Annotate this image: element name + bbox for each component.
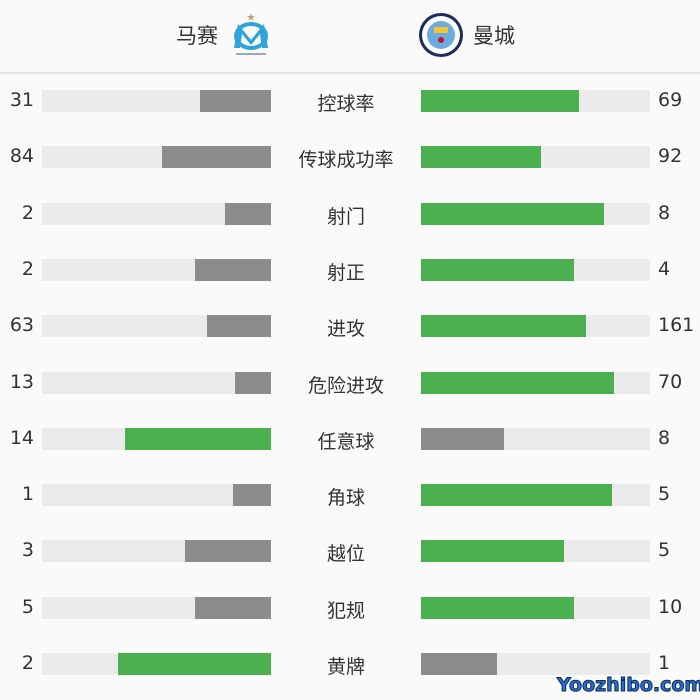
stat-row: 2 射正 4: [0, 250, 700, 290]
away-bar-fill: [421, 653, 498, 675]
stat-label: 危险进攻: [307, 374, 384, 397]
away-bar-fill: [421, 146, 541, 169]
home-bar-fill: [185, 540, 271, 563]
stat-row: 2 黄牌 1: [0, 644, 700, 684]
stat-row: 13 危险进攻 70: [0, 363, 700, 403]
away-team-name: 曼城: [473, 24, 515, 48]
away-value: 8: [658, 201, 671, 224]
home-bar: [42, 596, 271, 619]
away-value: 5: [658, 483, 671, 506]
away-value: 10: [658, 595, 683, 618]
away-bar: [421, 146, 650, 169]
stat-label: 进攻: [326, 318, 365, 341]
home-bar: [42, 371, 271, 394]
away-value: 1: [658, 652, 671, 674]
away-bar: [421, 371, 650, 394]
away-bar: [421, 202, 650, 225]
home-value: 3: [21, 539, 34, 562]
stat-label: 传球成功率: [298, 149, 394, 172]
away-value: 69: [658, 89, 683, 111]
home-bar: [42, 90, 271, 112]
away-bar-fill: [421, 427, 505, 450]
away-bar: [421, 90, 650, 112]
stat-label: 控球率: [317, 93, 375, 115]
away-bar: [421, 484, 650, 507]
home-value: 31: [9, 89, 34, 111]
away-bar-fill: [421, 315, 586, 338]
stat-label: 射门: [326, 205, 365, 228]
stat-row: 5 犯规 10: [0, 588, 700, 628]
home-bar: [42, 484, 271, 507]
home-bar: [42, 315, 271, 338]
home-value: 1: [21, 483, 34, 506]
home-bar: [42, 653, 271, 675]
stat-label: 角球: [326, 487, 365, 510]
home-bar-fill: [206, 315, 271, 338]
home-bar-fill: [235, 371, 271, 394]
home-bar-fill: [200, 90, 271, 112]
away-bar: [421, 315, 650, 338]
manchester-city-logo-icon: [419, 13, 463, 57]
away-value: 92: [658, 145, 683, 168]
away-bar: [421, 540, 650, 563]
away-bar: [421, 596, 650, 619]
stat-label: 越位: [326, 543, 365, 566]
home-bar-fill: [125, 427, 271, 450]
home-bar-fill: [118, 653, 271, 675]
away-value: 161: [658, 314, 695, 337]
home-bar: [42, 202, 271, 225]
home-bar: [42, 258, 271, 281]
away-bar: [421, 258, 650, 281]
away-value: 70: [658, 370, 683, 393]
stat-row: 2 射门 8: [0, 194, 700, 234]
watermark: Yoozhibo.com: [556, 674, 700, 697]
away-bar-fill: [421, 258, 574, 281]
home-bar-fill: [194, 258, 271, 281]
stat-row: 3 越位 5: [0, 531, 700, 571]
away-value: 8: [658, 426, 671, 449]
stat-row: 31 控球率 69: [0, 81, 700, 121]
stat-label: 任意球: [317, 430, 375, 453]
stat-label: 犯规: [326, 599, 365, 622]
home-value: 63: [9, 314, 34, 337]
marseille-logo-icon: [234, 13, 268, 55]
home-value: 2: [21, 257, 34, 280]
home-value: 2: [21, 652, 34, 674]
home-bar-fill: [161, 146, 271, 169]
away-bar-fill: [421, 484, 612, 507]
home-value: 5: [21, 595, 34, 618]
away-bar: [421, 427, 650, 450]
away-bar-fill: [421, 90, 579, 112]
home-value: 2: [21, 201, 34, 224]
home-value: 84: [9, 145, 34, 168]
home-value: 13: [9, 370, 34, 393]
home-bar-fill: [225, 202, 271, 225]
away-bar-fill: [421, 371, 615, 394]
home-bar: [42, 146, 271, 169]
away-bar: [421, 653, 650, 675]
match-header: 马赛 曼城: [0, 0, 700, 74]
away-bar-fill: [421, 540, 565, 563]
home-bar-fill: [232, 484, 271, 507]
stat-row: 63 进攻 161: [0, 306, 700, 346]
home-bar: [42, 427, 271, 450]
stat-row: 84 传球成功率 92: [0, 137, 700, 177]
stat-label: 黄牌: [326, 656, 365, 678]
stat-row: 14 任意球 8: [0, 419, 700, 459]
away-bar-fill: [421, 202, 605, 225]
home-team-name: 马赛: [176, 24, 218, 48]
home-bar-fill: [194, 596, 271, 619]
away-value: 5: [658, 539, 671, 562]
home-value: 14: [9, 426, 34, 449]
stat-row: 1 角球 5: [0, 475, 700, 515]
home-bar: [42, 540, 271, 563]
away-value: 4: [658, 257, 671, 280]
away-bar-fill: [421, 596, 574, 619]
stat-label: 射正: [326, 261, 365, 284]
